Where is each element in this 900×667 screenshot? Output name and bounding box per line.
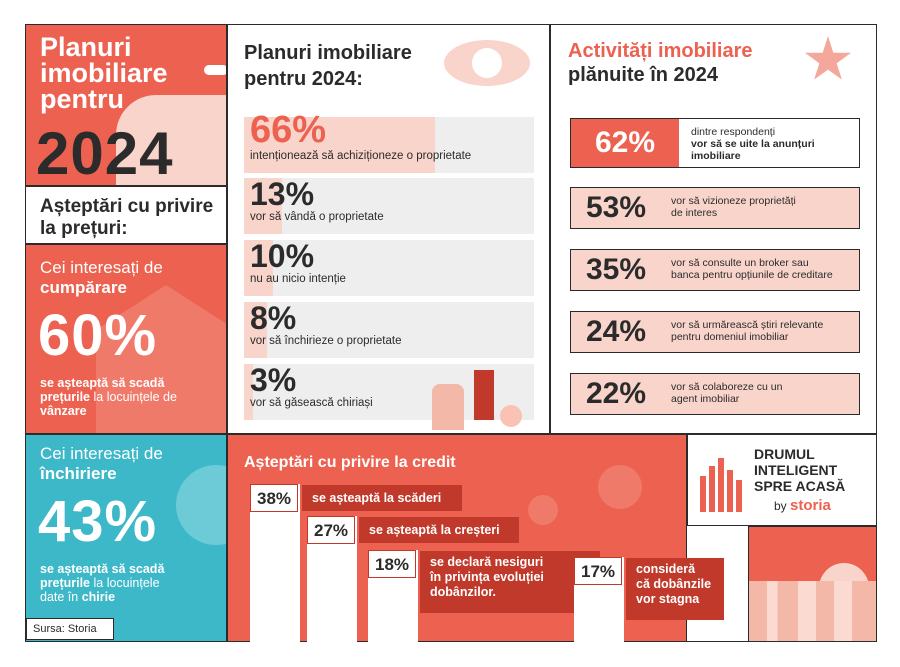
activity-percent: 24% [585,315,647,348]
buy-percent: 60% [38,303,158,368]
rent-intro: Cei interesați de închiriere [40,444,163,483]
activity-row: 62% dintre respondenți vor să se uite la a… [570,118,860,168]
plan-text: vor să vândă o proprietate [250,211,384,223]
city-panel [748,526,877,642]
activity-text-line: vor să urmărească știri relevante [671,319,824,331]
plans-title: Planuri imobiliare pentru 2024: [244,42,412,90]
credit-percent: 38% [250,484,298,512]
source-label: Sursa: Storia [26,618,114,640]
building-illustration [474,370,494,420]
hero-title: Planuri imobiliare pentru [40,32,168,114]
price-expectations-header [25,186,227,244]
buy-description: se așteaptă să scadă prețurile la locuinț… [40,376,177,418]
activity-text-line: banca pentru opțiunile de creditare [671,269,833,281]
activity-text: vor să urmărească știri relevante pentru … [671,319,856,343]
credit-label: consideră că dobânzile vor stagna [626,558,724,620]
plan-row: 8% vor să închirieze o proprietate [244,300,534,358]
credit-label-line: se declară nesiguri [430,555,544,569]
activity-row: 22% vor să colaboreze cu un agent imobilia… [570,373,860,415]
credit-label-line: vor stagna [636,592,700,606]
activity-row: 24% vor să urmărească știri relevante pent… [570,311,860,353]
activity-text-line: vor să colaboreze cu un [671,381,783,393]
plan-percent: 8% [250,300,297,336]
brand-byline: by storia [774,497,831,514]
credit-label-line: consideră [636,562,696,576]
brand-line-1: DRUMUL [754,446,815,462]
plan-bar-fill [244,364,253,420]
city-skyline-illustration [749,581,876,641]
activity-text-line: vor să vizioneze proprietăți [671,195,796,207]
plan-text: vor să închirieze o proprietate [250,335,402,347]
plan-row: 66% intenționează să achiziționeze o prop… [244,109,534,173]
activity-percent: 53% [585,191,647,224]
credit-label-line: dobânzilor. [430,585,496,599]
people-illustration [432,384,464,430]
coin-icon [598,465,642,509]
credit-percent: 17% [574,557,622,585]
credit-label: se așteaptă la scăderi [302,485,462,511]
credit-label: se așteaptă la creșteri [359,517,519,543]
bush-shape [500,405,522,427]
plan-percent: 10% [250,238,315,274]
activity-text-line: imobiliare [691,150,741,162]
plan-row: 13% vor să vândă o proprietate [244,176,534,234]
activity-text-line: agent imobiliar [671,393,740,405]
activities-subtitle: plănuite în 2024 [568,64,719,86]
activity-text-line: dintre respondenți [691,126,776,138]
credit-title: Așteptări cu privire la credit [244,454,456,471]
credit-label-line: că dobânzile [636,577,712,591]
rent-panel [25,434,227,642]
plan-bar-fill [244,302,268,358]
activity-text: vor să colaboreze cu un agent imobiliar [671,381,856,405]
hero-panel [25,24,227,186]
activities-title: Activități imobiliare [568,40,753,62]
activity-row: 35% vor să consulte un broker sau banca pe… [570,249,860,291]
hero-cloud-icon [204,65,226,75]
activity-text: vor să consulte un broker sau banca pentr… [671,257,856,281]
plan-bar-fill [244,240,273,296]
storia-logo: storia [790,497,831,514]
credit-label-line: în privința evoluției [430,570,544,584]
plan-bar-fill [244,117,436,173]
activity-text-line: vor să se uite la anunțuri [691,138,815,150]
plan-row: 10% nu au nicio intenție [244,238,534,296]
plan-percent: 66% [250,109,327,151]
activity-percent: 22% [585,377,647,410]
brand-line-2: INTELIGENT [754,462,838,478]
rent-description: se așteaptă să scadă prețurile la locuinț… [40,562,165,604]
plan-text: vor să găsească chiriași [250,397,373,409]
price-expectations-title: Așteptări cu privire la prețuri: [40,196,214,239]
storia-house-logo [698,456,748,512]
plan-percent: 3% [250,362,297,398]
buy-intro: Cei interesați de cumpărare [40,258,163,297]
activity-row: 53% vor să vizioneze proprietăți de intere… [570,187,860,229]
coin-icon [528,495,558,525]
credit-percent: 18% [368,550,416,578]
brand-line-3: SPRE ACASĂ [754,478,846,494]
activities-panel [550,24,877,434]
plan-bar-fill [244,178,282,234]
plan-text: intenționează să achiziționeze o proprie… [250,150,472,162]
credit-percent: 27% [307,516,355,544]
buy-panel [25,244,227,434]
credit-label: se declară nesiguri în privința evoluției… [420,551,600,613]
hero-house-shape [116,95,226,185]
plan-percent: 13% [250,176,315,212]
activity-text: vor să vizioneze proprietăți de interes [671,195,856,219]
plan-text: nu au nicio intenție [250,273,346,285]
eye-icon [444,40,530,86]
activity-percent: 35% [585,253,647,286]
activity-text-line: pentru domeniul imobiliar [671,331,789,343]
hero-year: 2024 [36,120,174,187]
activity-percent: 62% [571,119,679,167]
activity-text-line: vor să consulte un broker sau [671,257,809,269]
activity-text-line: de interes [671,207,718,219]
activity-text: dintre respondenți vor să se uite la anun… [691,126,876,162]
rent-percent: 43% [38,489,158,554]
